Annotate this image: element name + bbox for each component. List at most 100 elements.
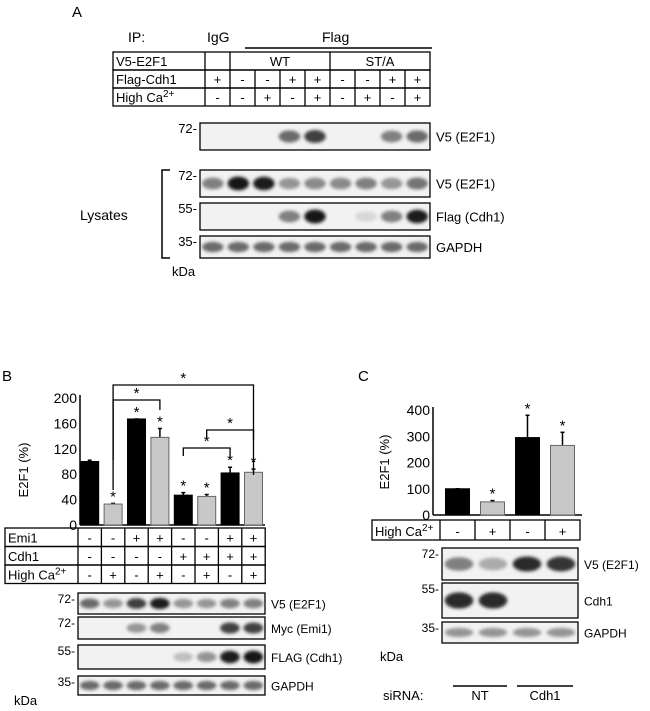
mw-marker: 35- <box>422 621 439 635</box>
mw-marker: 35- <box>178 234 197 249</box>
protein-band <box>546 627 576 638</box>
protein-band <box>243 598 264 609</box>
condition-value: + <box>156 531 164 546</box>
significance-star: * <box>204 480 210 497</box>
y-axis-label: E2F1 (%) <box>16 443 31 498</box>
y-tick-label: 200 <box>54 390 78 406</box>
protein-band <box>126 623 147 633</box>
condition-value: - <box>365 72 369 87</box>
lysates-label: Lysates <box>80 207 128 223</box>
protein-band <box>126 680 147 691</box>
protein-band <box>512 556 542 572</box>
protein-band <box>173 652 194 662</box>
row-label-text: High Ca <box>375 524 423 539</box>
bar <box>515 437 540 516</box>
y-axis-label: E2F1 (%) <box>377 435 392 490</box>
ip-igg-label: IgG <box>207 29 230 45</box>
sirna-label: siRNA: <box>383 688 423 703</box>
condition-value: + <box>489 524 497 539</box>
protein-band <box>355 241 377 253</box>
significance-star: * <box>110 488 116 505</box>
protein-band <box>126 598 147 609</box>
blot-label: V5 (E2F1) <box>436 130 495 145</box>
western-blot <box>199 122 431 151</box>
protein-band <box>149 597 170 610</box>
condition-row <box>4 564 266 585</box>
row-label-text: High Ca <box>116 90 164 105</box>
condition-value: + <box>559 524 567 539</box>
kda-label: kDa <box>172 264 196 279</box>
condition-value: + <box>264 90 272 105</box>
condition-value: - <box>240 72 244 87</box>
y-tick-label: 160 <box>54 415 78 431</box>
condition-value: - <box>134 568 138 583</box>
condition-row <box>112 87 431 107</box>
condition-value: - <box>525 524 529 539</box>
condition-value: - <box>240 90 244 105</box>
bar <box>80 461 100 526</box>
protein-band <box>173 598 194 609</box>
blot-label: Myc (Emi1) <box>271 622 332 636</box>
row-label-sup: 2+ <box>422 523 434 534</box>
western-blot <box>441 547 579 581</box>
protein-band <box>243 650 264 664</box>
panel-letter: A <box>72 4 82 21</box>
condition-value: + <box>250 549 258 564</box>
protein-band <box>149 680 170 691</box>
bar <box>480 501 505 516</box>
condition-value: - <box>134 549 138 564</box>
protein-band <box>355 211 377 222</box>
blot-label: GAPDH <box>584 627 627 641</box>
condition-value: + <box>250 568 258 583</box>
condition-value: + <box>414 72 422 87</box>
condition-value: - <box>340 72 344 87</box>
condition-value: + <box>314 72 322 87</box>
bar <box>173 494 193 526</box>
kda-label: kDa <box>14 693 38 708</box>
bar <box>550 444 575 516</box>
ip-label: IP: <box>128 29 145 45</box>
bar <box>150 436 170 526</box>
row-label-text: High Ca <box>8 568 56 583</box>
protein-band <box>380 241 403 253</box>
significance-star: * <box>134 404 140 421</box>
protein-band <box>278 210 301 223</box>
protein-band <box>103 598 123 609</box>
condition-value: - <box>158 549 162 564</box>
protein-band <box>304 177 326 190</box>
panel-letter: C <box>358 368 369 385</box>
protein-band <box>220 680 240 691</box>
protein-band <box>329 241 352 253</box>
protein-band <box>380 177 403 190</box>
western-blot <box>441 621 579 644</box>
protein-band <box>478 557 508 571</box>
row-label-text: V5-E2F1 <box>116 54 167 69</box>
panel-letter: B <box>2 368 12 385</box>
y-tick-label: 80 <box>61 466 77 482</box>
kda-label: kDa <box>380 649 404 664</box>
protein-band <box>444 592 474 609</box>
condition-value: - <box>205 531 209 546</box>
condition-value: - <box>265 72 269 87</box>
western-blot <box>441 582 579 619</box>
condition-value: - <box>340 90 344 105</box>
protein-band <box>512 627 542 638</box>
protein-band <box>220 650 240 664</box>
western-blot <box>77 644 266 670</box>
ip-flag-label: Flag <box>322 29 349 45</box>
protein-band <box>478 627 508 638</box>
condition-value: + <box>180 549 188 564</box>
row-label: V5-E2F1 <box>116 54 167 69</box>
protein-band <box>444 557 474 571</box>
significance-star: * <box>490 486 496 503</box>
significance-star: * <box>180 370 186 387</box>
protein-band <box>278 177 301 190</box>
condition-value: + <box>109 568 117 583</box>
condition-value: + <box>364 90 372 105</box>
row-label-sup: 2+ <box>55 567 67 578</box>
condition-value: + <box>414 90 422 105</box>
condition-value: - <box>111 549 115 564</box>
row-label: Flag-Cdh1 <box>116 72 177 87</box>
protein-band <box>329 177 352 190</box>
